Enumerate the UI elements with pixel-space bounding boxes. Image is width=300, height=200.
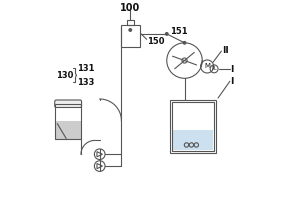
Circle shape [165, 33, 168, 35]
Circle shape [183, 41, 186, 44]
Bar [55, 104, 81, 139]
FancyBboxPatch shape [55, 100, 82, 107]
Text: PL: PL [211, 66, 217, 71]
Circle shape [129, 29, 132, 31]
Bar [170, 100, 216, 153]
Text: 133: 133 [76, 78, 94, 87]
Text: 150: 150 [147, 37, 164, 46]
Bar [173, 130, 213, 150]
Bar [122, 25, 140, 47]
Text: 130: 130 [56, 71, 73, 80]
Text: 100: 100 [120, 3, 140, 13]
Text: II: II [222, 46, 229, 55]
Text: I: I [230, 77, 234, 86]
Bar [56, 121, 81, 139]
Text: 151: 151 [170, 27, 188, 36]
Bar [172, 102, 214, 151]
Text: 131: 131 [76, 64, 94, 73]
Text: I: I [230, 65, 234, 74]
Text: M: M [204, 63, 210, 69]
Bar [127, 20, 134, 25]
